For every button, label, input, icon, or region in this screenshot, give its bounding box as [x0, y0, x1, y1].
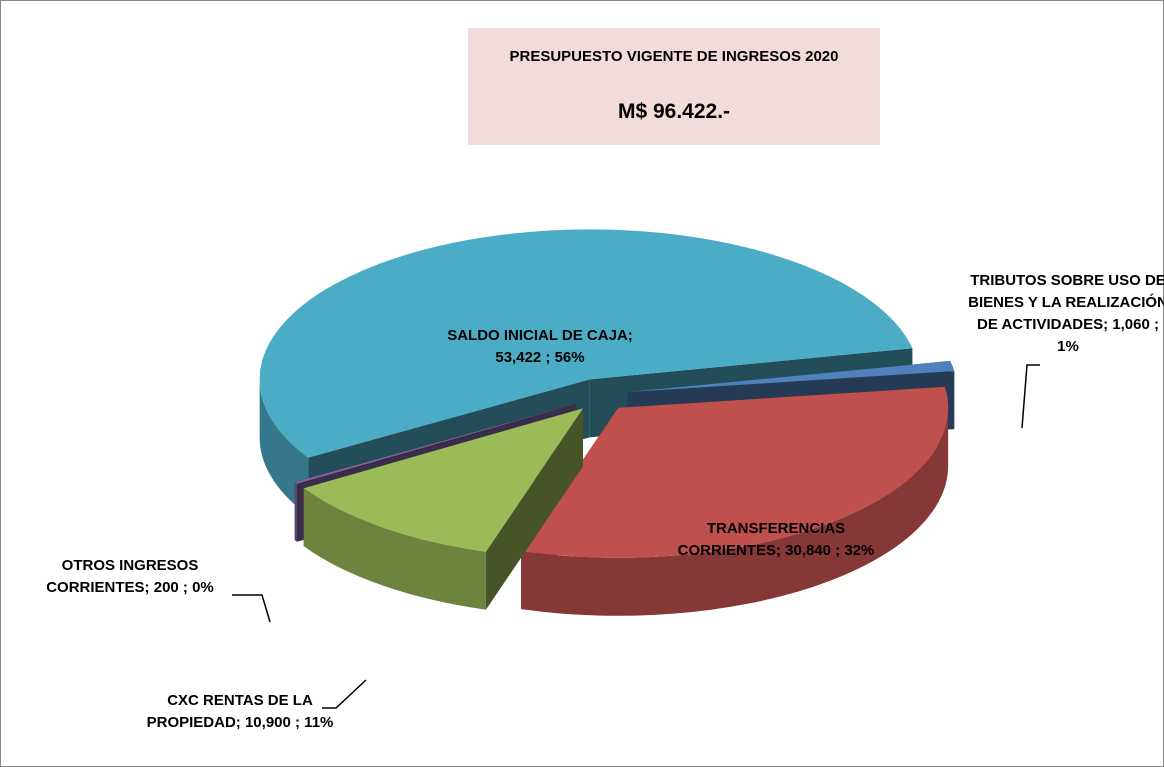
slice-group: [521, 386, 949, 616]
leader-line: [1021, 364, 1040, 429]
slice: [294, 403, 577, 484]
slice: [303, 408, 583, 552]
slice-side: [259, 379, 309, 516]
slice: [259, 229, 913, 458]
slice-side: [521, 407, 949, 616]
title-box: [468, 28, 880, 145]
slice-side: [294, 482, 297, 542]
data-label: OTROS INGRESOS CORRIENTES; 200 ; 0%: [46, 557, 214, 596]
data-label: SALDO INICIAL DE CAJA; 53,422 ; 56%: [447, 327, 633, 366]
annotation: M$ 96.422.-: [617, 100, 731, 123]
slice-group: [303, 408, 583, 610]
slice: [627, 360, 955, 393]
slice-side: [303, 488, 486, 610]
slice: [521, 386, 949, 558]
annotation: PRESUPUESTO VIGENTE DE INGRESOS 2020: [509, 48, 839, 65]
data-label: CXC RENTAS DE LA PROPIEDAD; 10,900 ; 11%: [146, 692, 334, 731]
leader-line: [232, 594, 271, 623]
data-label: TRANSFERENCIAS CORRIENTES; 30,840 ; 32%: [677, 520, 875, 559]
leader-line: [322, 679, 367, 709]
data-label: TRIBUTOS SOBRE USO DE BIENES Y LA REALIZ…: [968, 272, 1164, 355]
